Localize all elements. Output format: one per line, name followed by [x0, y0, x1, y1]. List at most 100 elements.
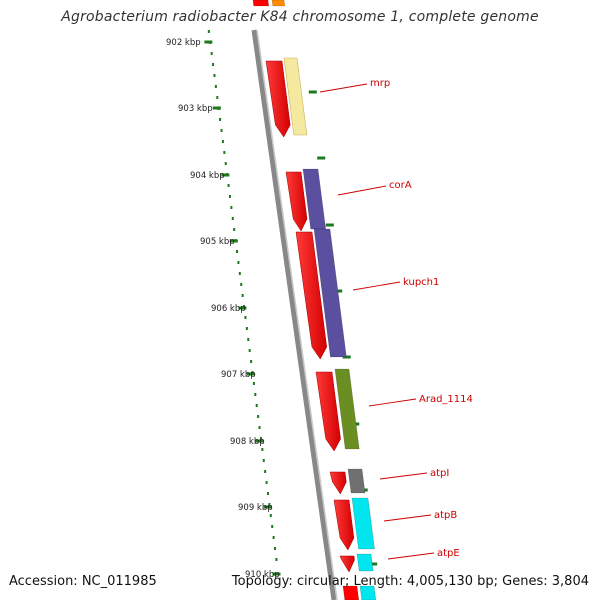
scale-tick: [204, 40, 213, 44]
scale-tick: [238, 306, 247, 310]
scale-dot: [262, 459, 265, 462]
scale-tick-right: [369, 562, 378, 566]
feature-bar-arad_1114: [334, 368, 360, 450]
cds-top-partial: [252, 0, 270, 7]
scale-tick-label: 906 kbp: [211, 304, 246, 314]
gene-label-leader: [387, 552, 435, 560]
feature-bar-kupch1: [313, 228, 347, 358]
scale-tick: [221, 173, 230, 177]
scale-dot: [216, 96, 219, 99]
scale-tick: [229, 239, 238, 243]
feature-bottom-partial: [359, 585, 377, 600]
gene-label-leader: [319, 83, 368, 93]
accession-text: Accession: NC_011985: [9, 574, 157, 589]
gene-label-leader: [352, 281, 401, 291]
scale-dot: [261, 448, 264, 451]
gene-label: atpB: [434, 510, 457, 521]
scale-dot: [275, 558, 278, 561]
cds-arrow-mrp: [265, 60, 291, 138]
scale-dot: [241, 294, 244, 297]
gene-label: corA: [389, 180, 412, 191]
gene-label: mrp: [370, 78, 390, 89]
scale-tick-right: [334, 289, 343, 293]
scale-dot: [250, 360, 253, 363]
map-title: Agrobacterium radiobacter K84 chromosome…: [61, 9, 539, 25]
scale-tick-right: [317, 156, 326, 160]
feature-bar-atpE: [356, 553, 374, 572]
scale-dot: [272, 536, 275, 539]
topology-summary: Topology: circular; Length: 4,005,130 bp…: [231, 574, 589, 589]
scale-dot: [254, 393, 257, 396]
scale-dot: [255, 404, 258, 407]
cds-arrow-atpB: [333, 499, 355, 551]
cds-arrow-corA: [285, 171, 308, 232]
cds-arrow-kupch1: [295, 231, 327, 360]
scale-dot: [258, 426, 261, 429]
feature-bar-atpB: [351, 497, 375, 550]
scale-dot: [240, 283, 243, 286]
gene-label: Arad_1114: [419, 394, 473, 405]
scale-dot: [269, 514, 272, 517]
scale-dot: [268, 503, 271, 506]
cds-bottom-partial: [342, 585, 360, 600]
scale-dot: [259, 437, 262, 440]
scale-dot: [252, 382, 255, 385]
scale-dot: [265, 481, 268, 484]
scale-dot: [244, 316, 247, 319]
scale-tick-label: 909 kbp: [238, 503, 273, 513]
scale-dot: [221, 140, 224, 143]
scale-tick: [263, 505, 272, 509]
gene-label-leader: [368, 398, 417, 407]
scale-dot: [231, 217, 234, 220]
scale-dot: [210, 52, 213, 55]
gene-label: atpE: [437, 548, 460, 559]
scale-tick: [212, 106, 221, 110]
scale-dot: [230, 206, 233, 209]
scale-dot: [247, 338, 250, 341]
scale-dot: [214, 85, 217, 88]
scale-dot: [274, 547, 277, 550]
scale-tick-label: 903 kbp: [178, 104, 213, 114]
scale-tick-right: [325, 223, 334, 227]
scale-dot: [257, 415, 260, 418]
scale-dot: [238, 272, 241, 275]
scale-tick-label: 908 kbp: [230, 437, 265, 447]
scale-dot: [233, 228, 236, 231]
scale-tick-label: 910 kbp: [245, 570, 280, 580]
scale-dot: [207, 30, 210, 33]
scale-dot: [266, 492, 269, 495]
scale-dot: [237, 261, 240, 264]
scale-tick-label: 907 kbp: [221, 370, 256, 380]
scale-dot: [213, 74, 216, 77]
feature-top-partial: [271, 0, 286, 7]
feature-bar-mrp: [283, 57, 308, 136]
scale-dot: [264, 470, 267, 473]
scale-dot: [271, 525, 274, 528]
scale-dot: [223, 151, 226, 154]
scale-dot: [219, 118, 222, 121]
scale-dot: [224, 162, 227, 165]
scale-tick-label: 902 kbp: [166, 38, 201, 48]
scale-dot: [220, 129, 223, 132]
cds-arrow-atpI: [329, 471, 347, 495]
gene-label-leader: [379, 472, 428, 480]
scale-tick-right: [308, 90, 317, 94]
scale-dot: [236, 250, 238, 253]
scale-dot: [227, 184, 230, 187]
scale-dot: [245, 327, 248, 330]
gene-label: kupch1: [403, 277, 439, 288]
backbone-line: [251, 29, 337, 600]
cds-arrow-arad_1114: [315, 371, 341, 452]
backbone-highlight: [256, 29, 338, 600]
scale-dot: [212, 63, 215, 66]
gene-label-leader: [337, 185, 387, 196]
scale-dot: [228, 195, 231, 198]
scale-tick-label: 904 kbp: [190, 171, 225, 181]
scale-dot: [248, 349, 251, 352]
feature-bar-atpI: [347, 468, 366, 494]
scale-tick: [246, 372, 255, 376]
scale-tick-label: 905 kbp: [200, 237, 235, 247]
cds-arrow-atpE: [339, 555, 355, 573]
